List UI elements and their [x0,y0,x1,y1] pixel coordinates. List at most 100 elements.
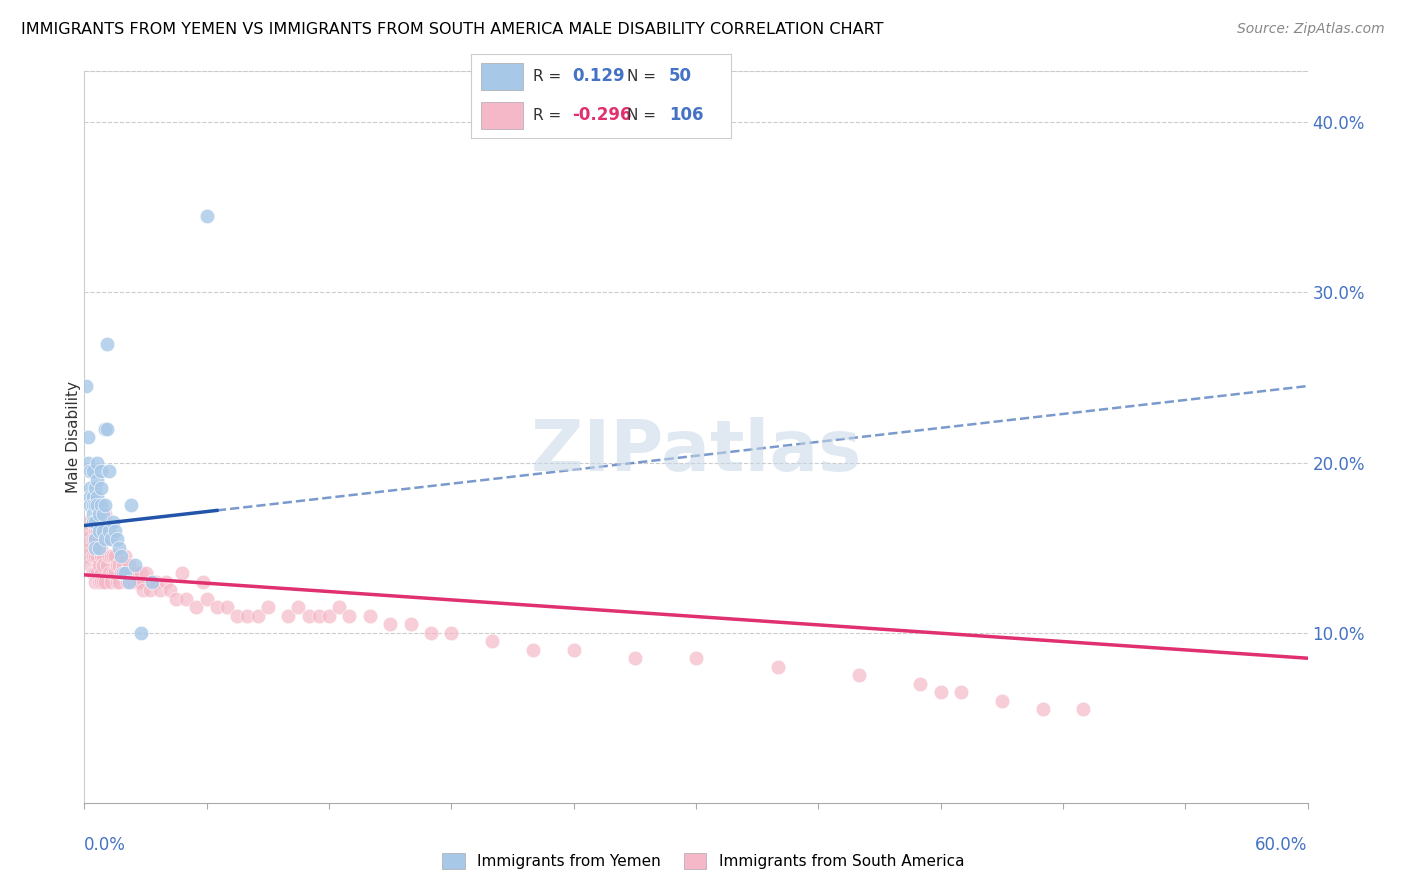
Point [90,574,112,589]
Point [83,566,105,581]
Point [950,685,973,699]
Point [685,651,707,665]
Point [77,549,100,563]
Point [83,524,105,538]
Point [79,541,101,555]
Y-axis label: Male Disability: Male Disability [66,381,80,493]
Point [91,507,114,521]
Point [132,583,155,598]
Point [87,541,110,555]
Point [91,524,114,538]
Text: IMMIGRANTS FROM YEMEN VS IMMIGRANTS FROM SOUTH AMERICA MALE DISABILITY CORRELATI: IMMIGRANTS FROM YEMEN VS IMMIGRANTS FROM… [21,22,883,37]
Point [86,549,108,563]
Point [82,566,104,581]
Text: ZIPat​las: ZIPat​las [531,417,860,486]
Point [96,532,118,546]
Point [91,574,114,589]
Point [93,507,115,521]
Point [83,498,105,512]
Point [93,574,115,589]
Point [318,608,340,623]
Point [101,566,124,581]
Point [79,464,101,478]
Point [124,566,146,581]
Point [128,574,150,589]
Text: N =: N = [627,69,657,84]
Text: 50: 50 [669,68,692,86]
Point [991,694,1014,708]
Point [90,566,112,581]
Point [82,507,104,521]
Point [83,532,105,546]
Point [165,591,187,606]
Point [83,541,105,555]
Point [114,549,136,563]
Point [87,574,110,589]
Point [141,574,163,589]
Point [195,209,218,223]
Point [257,600,280,615]
Point [101,515,124,529]
Point [522,642,544,657]
Point [82,490,104,504]
Text: Source: ZipAtlas.com: Source: ZipAtlas.com [1237,22,1385,37]
Point [83,549,105,563]
Point [90,541,112,555]
Point [205,600,228,615]
Text: 0.129: 0.129 [572,68,626,86]
Point [75,532,97,546]
Point [226,608,249,623]
Point [93,498,115,512]
Point [399,617,422,632]
Point [104,566,127,581]
Point [186,600,208,615]
Point [328,600,350,615]
Point [75,549,97,563]
Point [145,574,167,589]
Bar [481,102,523,129]
Point [100,549,122,563]
Point [308,608,330,623]
Point [287,600,309,615]
Point [105,558,128,572]
Point [86,456,108,470]
Point [86,490,108,504]
Point [114,566,136,581]
Point [77,456,100,470]
Point [79,498,101,512]
Point [97,549,120,563]
Point [83,574,105,589]
Point [131,566,153,581]
Point [108,558,131,572]
Point [79,558,101,572]
Point [82,549,104,563]
Point [97,464,120,478]
Point [236,608,259,623]
Point [75,379,97,393]
Point [82,498,104,512]
Point [118,574,141,589]
Point [105,574,128,589]
Point [115,574,138,589]
Point [910,677,932,691]
Point [104,524,127,538]
Point [87,532,110,546]
Point [79,490,101,504]
Point [86,524,108,538]
Point [87,507,110,521]
Point [1073,702,1095,716]
Point [79,481,101,495]
Point [380,617,402,632]
Point [766,659,789,673]
Point [86,473,108,487]
Text: R =: R = [533,108,561,123]
Point [96,421,118,435]
Point [246,608,269,623]
Point [77,532,100,546]
Point [120,566,142,581]
Point [124,558,146,572]
Point [135,566,157,581]
Point [108,541,131,555]
Point [86,498,108,512]
Point [100,574,122,589]
